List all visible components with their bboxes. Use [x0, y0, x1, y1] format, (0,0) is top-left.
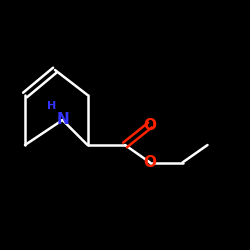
Text: N: N [56, 112, 69, 128]
Text: O: O [144, 155, 156, 170]
Text: H: H [47, 101, 56, 111]
Text: O: O [144, 118, 156, 132]
